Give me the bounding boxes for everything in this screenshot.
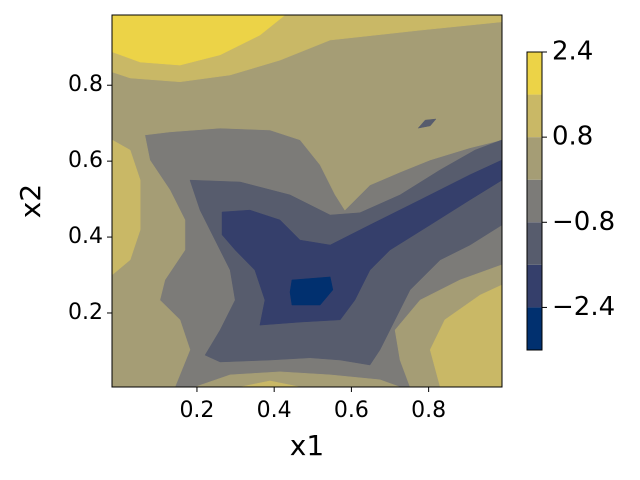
colorbar-segment [527, 222, 542, 265]
x-tick-label: 0.2 [179, 398, 214, 423]
colorbar-tick-label: −0.8 [552, 207, 615, 237]
contour-region [429, 284, 502, 387]
contour-region [112, 15, 286, 66]
x-tick-label: 0.6 [334, 398, 369, 423]
x-tick-label: 0.4 [257, 398, 292, 423]
y-tick-label: 0.8 [68, 72, 103, 97]
y-tick-label: 0.2 [68, 300, 103, 325]
contour-fill [112, 15, 502, 387]
y-tick-label: 0.6 [68, 148, 103, 173]
contour-region [417, 118, 437, 129]
colorbar-segment [527, 94, 542, 138]
colorbar-tick-label: 2.4 [552, 37, 593, 67]
colorbar-tick-label: −2.4 [552, 292, 615, 322]
colorbar-segment [527, 137, 542, 180]
colorbar-segment [527, 179, 542, 223]
colorbar-segment [527, 307, 542, 350]
colorbar-tick-label: 0.8 [552, 122, 593, 152]
colorbar-frame [526, 51, 543, 351]
x-axis-label: x1 [290, 429, 324, 462]
contour-region [194, 371, 401, 387]
y-tick-label: 0.4 [68, 224, 103, 249]
x-tick-label: 0.8 [411, 398, 446, 423]
colorbar-segment [527, 264, 542, 308]
contour-region [112, 15, 502, 387]
contour-region [112, 139, 141, 276]
y-axis-label: x2 [14, 184, 47, 218]
colorbar-segment [527, 52, 542, 95]
contour-region [239, 380, 301, 387]
plot-frame [111, 14, 503, 388]
contour-region [289, 276, 334, 306]
